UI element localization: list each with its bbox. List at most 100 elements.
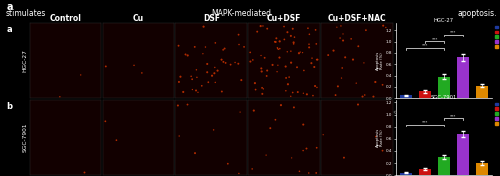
Point [312,172,320,174]
Point [300,123,308,126]
Bar [457,134,469,175]
Point [184,103,192,106]
Bar [476,86,488,98]
Point [258,86,266,89]
Point [312,42,320,45]
Point [256,25,264,27]
Text: ***: *** [432,37,438,41]
Point [175,81,183,83]
Point [199,52,207,55]
Text: Cu: Cu [133,14,144,23]
Title: HGC-27: HGC-27 [434,18,454,23]
Point [282,89,290,92]
Point [204,81,212,84]
Point [293,66,301,69]
Text: ***: *** [422,121,428,125]
Point [305,46,313,49]
Point [358,95,366,98]
Point [235,43,243,46]
Point [211,66,219,69]
Point [175,135,183,137]
Point [372,81,380,83]
Point [312,58,320,61]
Point [290,36,298,39]
Point [308,62,316,65]
Point [276,56,283,59]
Point [287,34,295,37]
Point [277,104,285,106]
Point [202,46,209,48]
Point [382,26,390,29]
Point [349,58,357,61]
Point [272,118,280,121]
Point [274,48,282,51]
Point [266,127,274,130]
Point [192,89,200,92]
Point [287,95,295,98]
Point [282,77,290,79]
Point [210,72,218,75]
Point [310,66,318,68]
Text: SGC-7901: SGC-7901 [22,123,28,152]
Point [308,57,316,59]
Point [339,39,347,42]
Title: SGC-7901: SGC-7901 [431,95,457,100]
Point [226,63,234,66]
Point [274,47,281,50]
Text: Control: Control [50,14,82,23]
Point [272,40,280,43]
Point [304,172,312,174]
Point [219,48,227,51]
Point [290,41,298,44]
Point [300,92,308,95]
Point [258,70,266,73]
Bar [400,95,412,98]
Bar [419,92,432,98]
Point [282,65,290,68]
Point [194,91,202,94]
Text: Cu+DSF+NAC: Cu+DSF+NAC [328,14,386,23]
Text: ***: *** [450,31,456,35]
Bar [438,77,450,98]
Point [262,75,270,77]
Text: stimulates: stimulates [6,10,46,18]
Point [234,33,242,36]
Point [336,37,344,39]
Point [276,40,283,43]
Text: ***: *** [450,114,456,118]
Point [260,87,268,90]
Point [312,146,320,149]
Point [313,86,321,89]
Point [314,58,322,61]
Point [220,61,228,63]
Point [174,104,182,107]
Point [290,42,298,45]
Point [280,38,288,41]
Point [306,33,314,36]
Point [270,40,278,43]
Point [102,120,110,123]
Text: MAPK-mediated: MAPK-mediated [212,10,272,18]
Point [360,61,368,64]
Point [231,61,239,64]
Point [378,149,386,152]
Point [187,75,195,78]
Point [248,168,256,170]
Point [330,49,338,52]
Point [262,154,270,156]
Point [288,156,296,159]
Point [302,147,310,150]
Point [208,74,216,77]
Point [176,75,184,78]
Text: DSF: DSF [203,14,220,23]
Point [257,54,265,57]
Point [370,95,378,98]
Point [212,42,220,44]
Point [260,56,268,59]
Point [339,33,347,35]
Point [304,27,312,30]
Point [240,45,248,48]
Point [324,54,332,56]
Point [299,149,307,152]
Point [309,94,317,97]
